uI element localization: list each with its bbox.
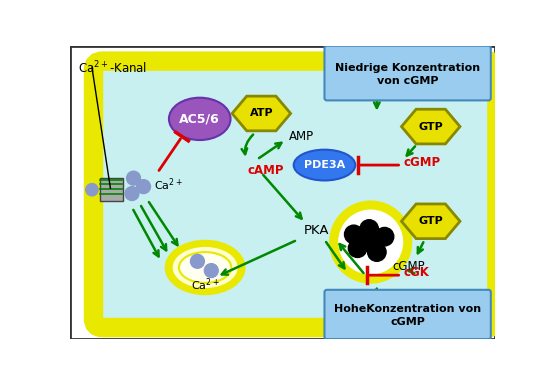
Ellipse shape [179,252,231,283]
FancyBboxPatch shape [325,46,491,100]
Circle shape [344,225,363,243]
Circle shape [126,171,140,185]
FancyBboxPatch shape [325,290,491,339]
Ellipse shape [336,207,405,277]
Text: PDE3A: PDE3A [304,160,345,170]
Circle shape [358,233,376,251]
Text: GTP: GTP [418,216,443,226]
Circle shape [375,227,394,246]
Text: GTP: GTP [418,122,443,131]
Polygon shape [232,96,290,131]
Text: PKA: PKA [304,224,330,237]
Circle shape [368,243,386,261]
Circle shape [125,187,139,200]
Circle shape [204,264,218,277]
Circle shape [86,184,98,196]
Text: ATP: ATP [250,109,273,118]
Text: AC5/6: AC5/6 [179,112,220,125]
Text: AMP: AMP [289,130,314,143]
Ellipse shape [329,200,412,283]
Text: Ca$^{2+}$-Kanal: Ca$^{2+}$-Kanal [78,59,147,76]
FancyBboxPatch shape [93,61,497,328]
Text: HoheKonzentration von
cGMP: HoheKonzentration von cGMP [334,304,481,327]
Text: cGMP: cGMP [393,260,426,273]
Text: Ca$^{2+}$: Ca$^{2+}$ [153,176,182,193]
Ellipse shape [171,245,239,290]
Text: Niedrige Konzentration
von cGMP: Niedrige Konzentration von cGMP [335,62,480,86]
Bar [100,178,123,201]
Circle shape [360,220,378,238]
Polygon shape [401,109,460,144]
Circle shape [190,255,204,268]
Circle shape [348,239,367,258]
Circle shape [136,180,151,194]
Text: Ca$^{2+}$: Ca$^{2+}$ [191,277,220,293]
Text: cAMP: cAMP [247,163,284,176]
Text: cGK: cGK [403,266,429,279]
Polygon shape [401,204,460,239]
Text: cGMP: cGMP [403,156,440,169]
Ellipse shape [164,240,246,295]
Ellipse shape [169,98,231,140]
Ellipse shape [294,150,355,181]
